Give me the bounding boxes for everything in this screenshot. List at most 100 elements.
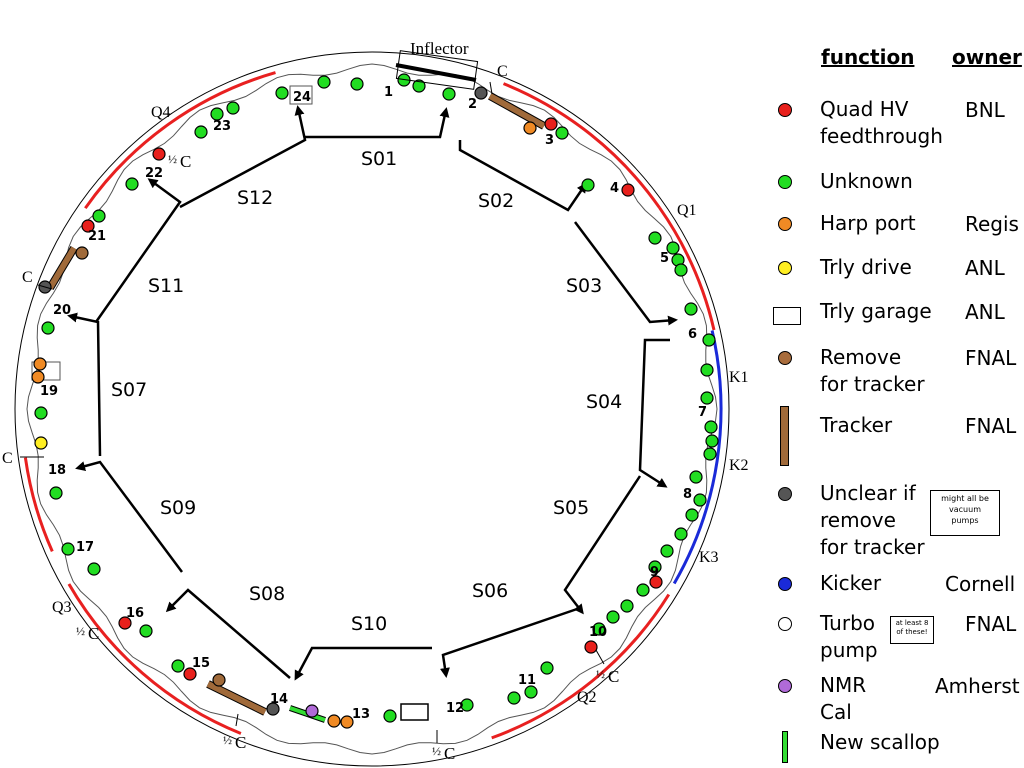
- half-c-bottom-left: C: [235, 733, 246, 752]
- legend-function-label: Kicker: [820, 571, 882, 595]
- legend-function-label: Harp port: [820, 211, 916, 235]
- station-label-3: 3: [545, 133, 554, 148]
- legend-dot-icon: [778, 175, 792, 189]
- component-dot-33: [592, 622, 606, 636]
- section-arrow-1: [305, 107, 450, 139]
- component-dot-56: [41, 321, 55, 335]
- component-dot-44: [212, 673, 226, 687]
- c-tick-top: [489, 81, 493, 95]
- magnet-arcs: [23, 71, 723, 740]
- legend-function-label: New scallop: [820, 730, 940, 754]
- legend-owner-label: Cornell: [945, 572, 1016, 596]
- component-dot-27: [660, 544, 674, 558]
- station-label-20: 20: [53, 303, 71, 318]
- legend-dot-icon: [778, 261, 792, 275]
- k2-label: K2: [729, 457, 749, 474]
- section-arrow-2: [458, 140, 587, 212]
- kicker-arc: [672, 330, 723, 585]
- component-dot-41: [340, 715, 354, 729]
- component-dot-54: [31, 370, 45, 384]
- component-dot-66: [275, 86, 289, 100]
- section-arrow-5: [563, 475, 642, 615]
- ring: [14, 51, 730, 767]
- station-label-1: 1: [384, 85, 393, 100]
- station-label-8: 8: [683, 487, 692, 502]
- component-dot-49: [87, 562, 101, 576]
- section-label-s10: S10: [351, 613, 387, 635]
- section-label-s09: S09: [160, 497, 196, 519]
- component-dot-13: [666, 241, 680, 255]
- component-dot-18: [700, 363, 714, 377]
- legend-owner-label: ANL: [965, 256, 1005, 280]
- legend-row-2: Unknown: [770, 169, 1024, 210]
- section-label-s05: S05: [553, 497, 589, 519]
- section-label-s12: S12: [237, 187, 273, 209]
- component-dot-20: [704, 420, 718, 434]
- legend-owner-label: ANL: [965, 300, 1005, 324]
- component-dot-8: [523, 121, 537, 135]
- station-label-21: 21: [88, 229, 106, 244]
- tracker-2: [47, 246, 77, 290]
- section-label-s03: S03: [566, 275, 602, 297]
- component-dot-10: [581, 178, 595, 192]
- section-arrow-12: [179, 105, 307, 209]
- tracker-3: [206, 681, 267, 715]
- component-dot-28: [648, 560, 662, 574]
- k3-label: K3: [699, 549, 719, 566]
- component-dot-2: [350, 77, 364, 91]
- component-dot-37: [507, 691, 521, 705]
- section-arrow-3: [574, 221, 678, 326]
- section-arrow-9: [75, 460, 184, 573]
- ring-inner-vacuum: [26, 63, 718, 755]
- c-tick-left: [37, 284, 53, 290]
- half-c-q3-frac: ½: [76, 624, 85, 638]
- bracket-24: [289, 85, 313, 105]
- legend-dot-icon: [778, 487, 792, 501]
- component-dot-30: [636, 583, 650, 597]
- component-dots: [31, 73, 719, 729]
- component-dot-4: [412, 79, 426, 93]
- q3-label: Q3: [52, 599, 72, 616]
- legend-owner-label: Regis: [965, 212, 1019, 236]
- inflector: Inflector: [395, 39, 479, 90]
- component-dot-11: [621, 183, 635, 197]
- half-c-bottom: C: [444, 744, 455, 763]
- station-label-4: 4: [610, 181, 619, 196]
- quad-arc-q1: [502, 82, 661, 209]
- component-dot-21: [705, 434, 719, 448]
- c-label-top: C: [497, 63, 508, 80]
- component-dot-59: [81, 219, 95, 233]
- component-dot-48: [118, 616, 132, 630]
- component-dot-12: [648, 231, 662, 245]
- station-label-11: 11: [518, 673, 536, 688]
- quad-arc-q3b: [23, 457, 54, 553]
- half-c-q2: C: [608, 667, 619, 686]
- component-dot-31: [620, 599, 634, 613]
- component-dot-15: [674, 263, 688, 277]
- component-dot-26: [674, 527, 688, 541]
- section-labels: S01 S02 S03 S04 S05 S06 S10 S08 S09 S07 S11 S12: [111, 148, 622, 635]
- station-label-7: 7: [698, 405, 707, 420]
- k1-label: K1: [729, 369, 749, 386]
- legend-row-6: Remove for tracker FNAL: [770, 345, 1024, 396]
- legend-row-7: Tracker FNAL: [770, 406, 1024, 466]
- inflector-label: Inflector: [410, 39, 469, 58]
- legend-function-label: Quad HV feedthrough: [820, 97, 943, 148]
- component-dot-58: [75, 246, 89, 260]
- section-arrow-10: [67, 312, 102, 457]
- component-dot-24: [693, 493, 707, 507]
- legend-note-box: might all be vacuum pumps: [930, 490, 1000, 536]
- function-header: function: [821, 45, 915, 69]
- component-dot-52: [34, 436, 48, 450]
- section-arrow-8: [165, 588, 291, 679]
- component-dot-25: [685, 508, 699, 522]
- section-label-s02: S02: [478, 190, 514, 212]
- legend-function-label: NMR Cal: [820, 673, 867, 724]
- station-label-16: 16: [126, 606, 144, 621]
- component-dot-38: [460, 698, 474, 712]
- half-c-q2-frac: ½: [596, 667, 605, 681]
- inflector-bar: [395, 63, 477, 82]
- quad-arc-q2: [491, 593, 671, 740]
